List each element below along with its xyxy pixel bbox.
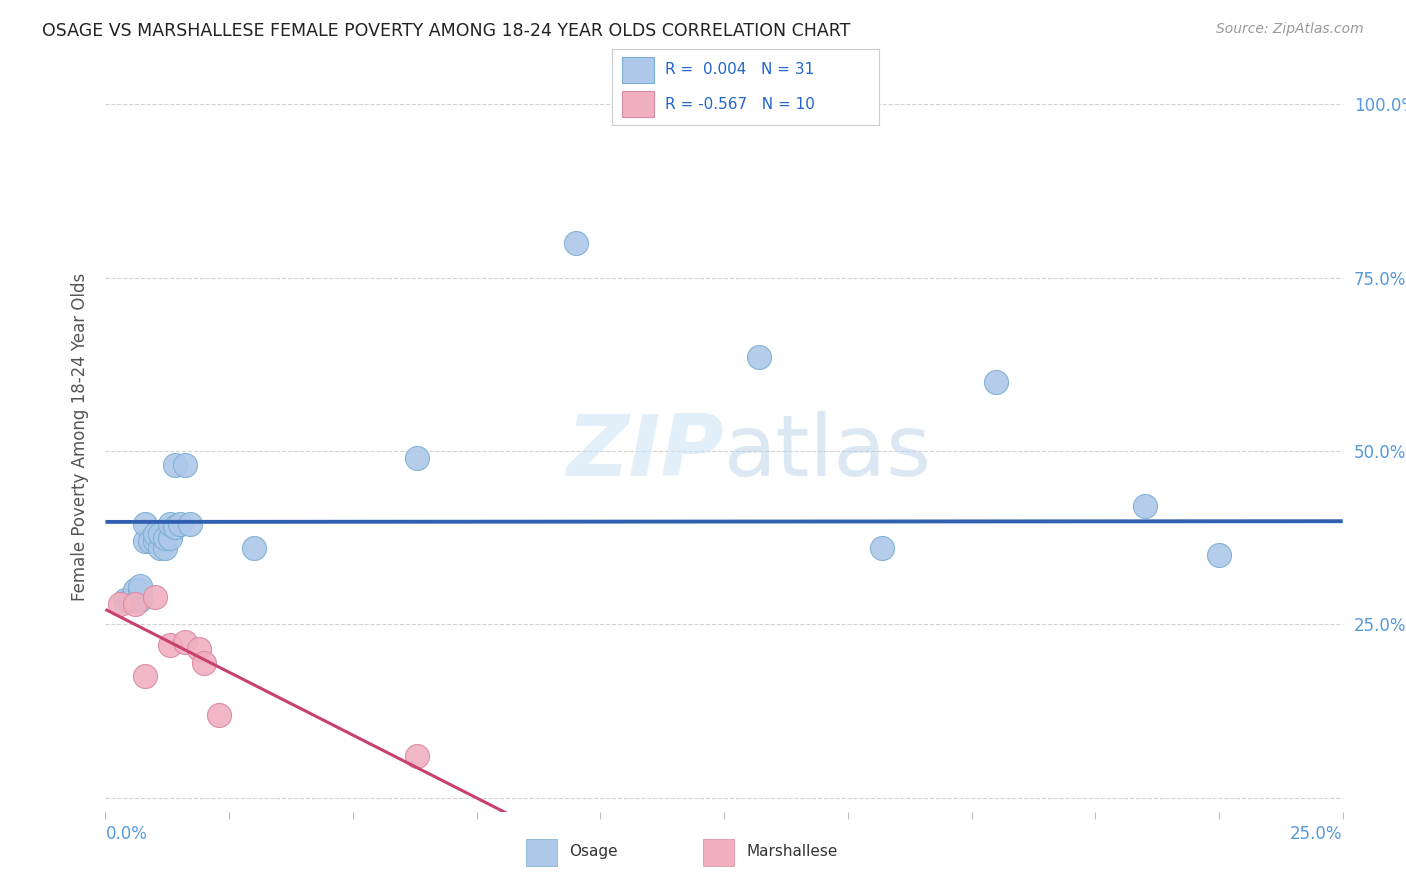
Point (124, 597, 146, 611)
Bar (703, 839, 734, 866)
Point (110, 597, 132, 611)
Point (143, 590, 166, 604)
Point (193, 656, 215, 670)
Text: ZIP: ZIP (567, 410, 724, 493)
Text: Source: ZipAtlas.com: Source: ZipAtlas.com (1216, 22, 1364, 37)
Point (120, 593, 142, 607)
Text: Marshallese: Marshallese (747, 845, 838, 859)
Point (173, 458, 195, 472)
Point (163, 520, 186, 534)
Text: 0.0%: 0.0% (105, 825, 148, 843)
Point (208, 707, 231, 722)
Point (143, 534, 166, 549)
Point (564, 235, 586, 250)
Point (139, 534, 162, 549)
Point (243, 541, 266, 555)
Point (169, 516, 191, 531)
Point (159, 516, 181, 531)
Point (114, 593, 136, 607)
Text: OSAGE VS MARSHALLESE FEMALE POVERTY AMONG 18-24 YEAR OLDS CORRELATION CHART: OSAGE VS MARSHALLESE FEMALE POVERTY AMON… (42, 22, 851, 40)
Point (179, 516, 201, 531)
Point (406, 450, 429, 465)
Text: R = -0.567   N = 10: R = -0.567 N = 10 (665, 96, 815, 112)
Point (986, 375, 1008, 389)
Point (134, 516, 156, 531)
Text: R =  0.004   N = 31: R = 0.004 N = 31 (665, 62, 814, 78)
Y-axis label: Female Poverty Among 18-24 Year Olds: Female Poverty Among 18-24 Year Olds (72, 273, 90, 601)
Point (153, 541, 176, 555)
Text: 25.0%: 25.0% (1291, 825, 1343, 843)
Point (159, 531, 181, 545)
Text: Osage: Osage (569, 845, 617, 859)
Point (173, 634, 195, 648)
Point (872, 541, 894, 555)
Point (129, 582, 152, 597)
Point (129, 593, 152, 607)
Point (134, 669, 156, 683)
Point (1133, 500, 1156, 514)
Point (406, 749, 429, 764)
Point (129, 579, 152, 593)
Point (143, 527, 166, 541)
Point (153, 531, 176, 545)
Point (1208, 548, 1230, 562)
Point (124, 582, 146, 597)
Point (159, 638, 181, 652)
Bar (623, 57, 654, 83)
Point (188, 641, 211, 656)
Text: atlas: atlas (724, 410, 932, 493)
Point (149, 541, 172, 555)
Point (748, 351, 770, 365)
Point (149, 527, 172, 541)
Bar (623, 91, 654, 118)
Bar (526, 839, 557, 866)
Point (134, 534, 156, 549)
Point (124, 593, 146, 607)
Point (163, 458, 186, 472)
